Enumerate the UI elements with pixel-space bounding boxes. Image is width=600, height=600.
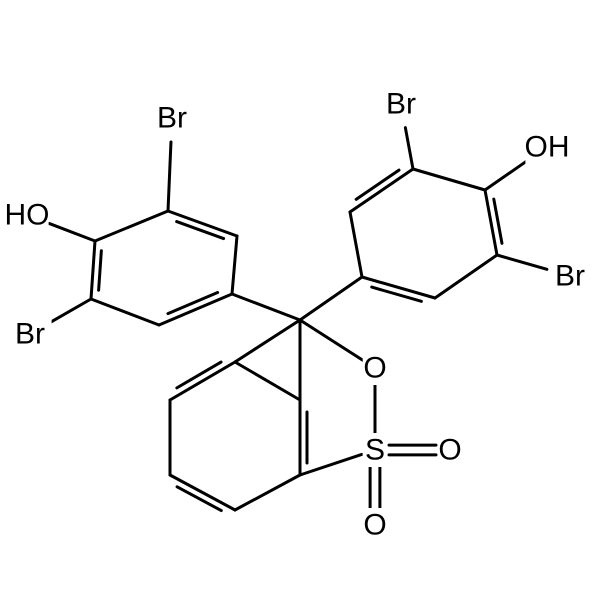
atom-label: Br: [15, 318, 45, 351]
molecule-diagram: O S O O Br OH Br Br HO Br: [0, 0, 600, 600]
atom-label: OH: [525, 131, 570, 164]
atom-label: O: [438, 434, 461, 467]
atom-label: Br: [386, 88, 416, 121]
atom-label: O: [363, 352, 386, 385]
atom-label: O: [363, 509, 386, 542]
atom-label: S: [365, 434, 385, 467]
atom-label: HO: [5, 199, 50, 232]
atom-label: Br: [555, 260, 585, 293]
atom-label: Br: [157, 102, 187, 135]
